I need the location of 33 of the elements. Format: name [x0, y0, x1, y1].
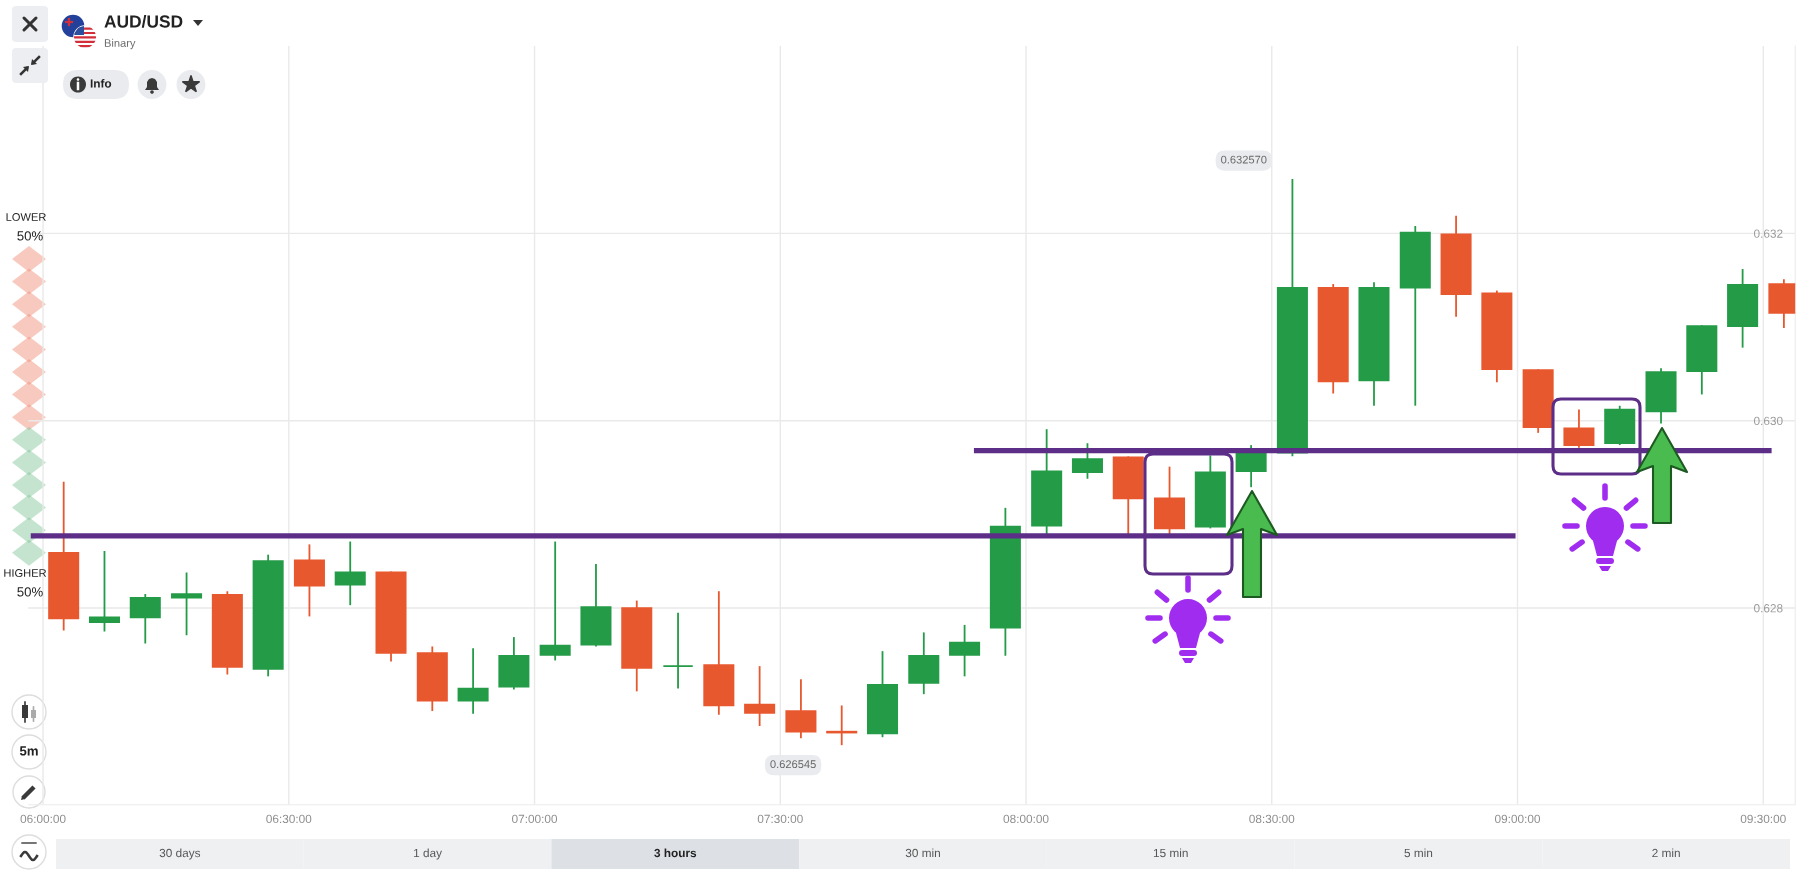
chart-subtitle: Binary: [104, 38, 136, 50]
candlestick: [744, 666, 776, 726]
annotation: HIGHER: [4, 569, 47, 577]
annotation: 0.632570: [1221, 155, 1267, 164]
y-tick-label: 0.628: [1753, 604, 1783, 613]
chart-title: AUD/USD: [104, 14, 183, 28]
candlestick: [171, 572, 203, 636]
annotation: 0.626545: [770, 760, 816, 769]
x-tick-label: 08:00:00: [1003, 814, 1049, 824]
annotation: 50%: [17, 231, 43, 241]
x-tick-label: 09:30:00: [1740, 814, 1786, 824]
candlestick: [539, 541, 571, 661]
x-tick-label: 07:00:00: [512, 814, 558, 824]
x-tick-label: 07:30:00: [757, 814, 803, 824]
text: 5 min: [1404, 848, 1433, 858]
text: 30 min: [905, 848, 940, 858]
y-tick-label: 0.630: [1753, 416, 1783, 426]
text: 30 days: [159, 848, 201, 860]
annotation: LOWER: [6, 213, 46, 221]
candlestick: [88, 550, 121, 632]
annotation: 50%: [17, 587, 43, 597]
x-tick-label: 06:00:00: [20, 814, 66, 824]
text: 15 min: [1153, 848, 1188, 858]
x-tick-label: 06:30:00: [266, 814, 312, 824]
text: 1 day: [414, 848, 442, 860]
x-tick-label: 08:30:00: [1249, 814, 1295, 824]
y-tick-label: 0.632: [1753, 229, 1783, 238]
text: 2 min: [1652, 848, 1680, 858]
candlestick: [662, 612, 694, 689]
x-tick-label: 09:00:00: [1495, 814, 1541, 824]
text: 3 hours: [654, 848, 697, 858]
annotation: 5m: [19, 746, 38, 756]
annotation: Info: [90, 79, 112, 88]
